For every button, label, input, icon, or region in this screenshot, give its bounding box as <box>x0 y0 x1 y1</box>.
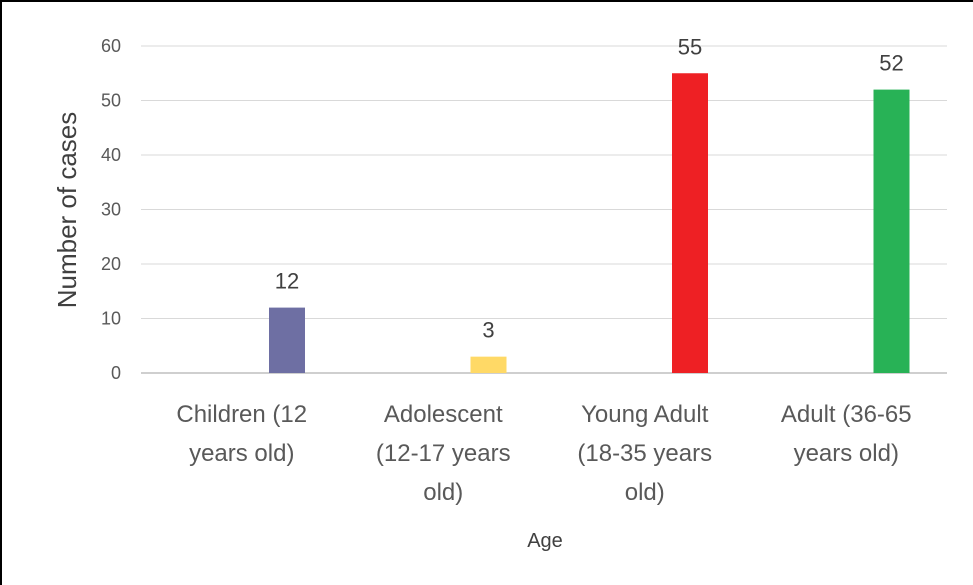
bar <box>873 89 910 373</box>
data-label: 55 <box>678 34 702 59</box>
y-axis-title: Number of cases <box>52 112 82 309</box>
bar <box>672 73 708 373</box>
bar <box>470 356 507 373</box>
y-tick-label: 0 <box>111 363 121 383</box>
data-label: 12 <box>275 269 299 294</box>
y-tick-label: 60 <box>101 36 121 56</box>
gridlines <box>141 45 947 374</box>
data-label: 52 <box>879 51 903 76</box>
x-category-label: Children (12 years old) <box>176 401 307 467</box>
bar <box>269 307 305 373</box>
x-axis-title: Age <box>527 530 563 552</box>
x-axis-categories: Children (12 years old) Adolescent (12-17 y… <box>176 401 911 506</box>
data-labels: 12 3 55 52 <box>275 34 904 342</box>
x-category-label: Young Adult (18-35 years old) <box>577 401 712 506</box>
data-label: 3 <box>482 318 494 343</box>
x-category-label: Adult (36-65 years old) <box>781 401 912 467</box>
y-tick-label: 40 <box>101 145 121 165</box>
y-tick-label: 20 <box>101 254 121 274</box>
y-tick-label: 50 <box>101 91 121 111</box>
bars <box>269 73 910 373</box>
y-tick-label: 10 <box>101 309 121 329</box>
y-axis-ticks: 0 10 20 30 40 50 60 <box>101 36 121 383</box>
y-tick-label: 30 <box>101 200 121 220</box>
x-category-label: Adolescent (12-17 years old) <box>376 401 511 506</box>
